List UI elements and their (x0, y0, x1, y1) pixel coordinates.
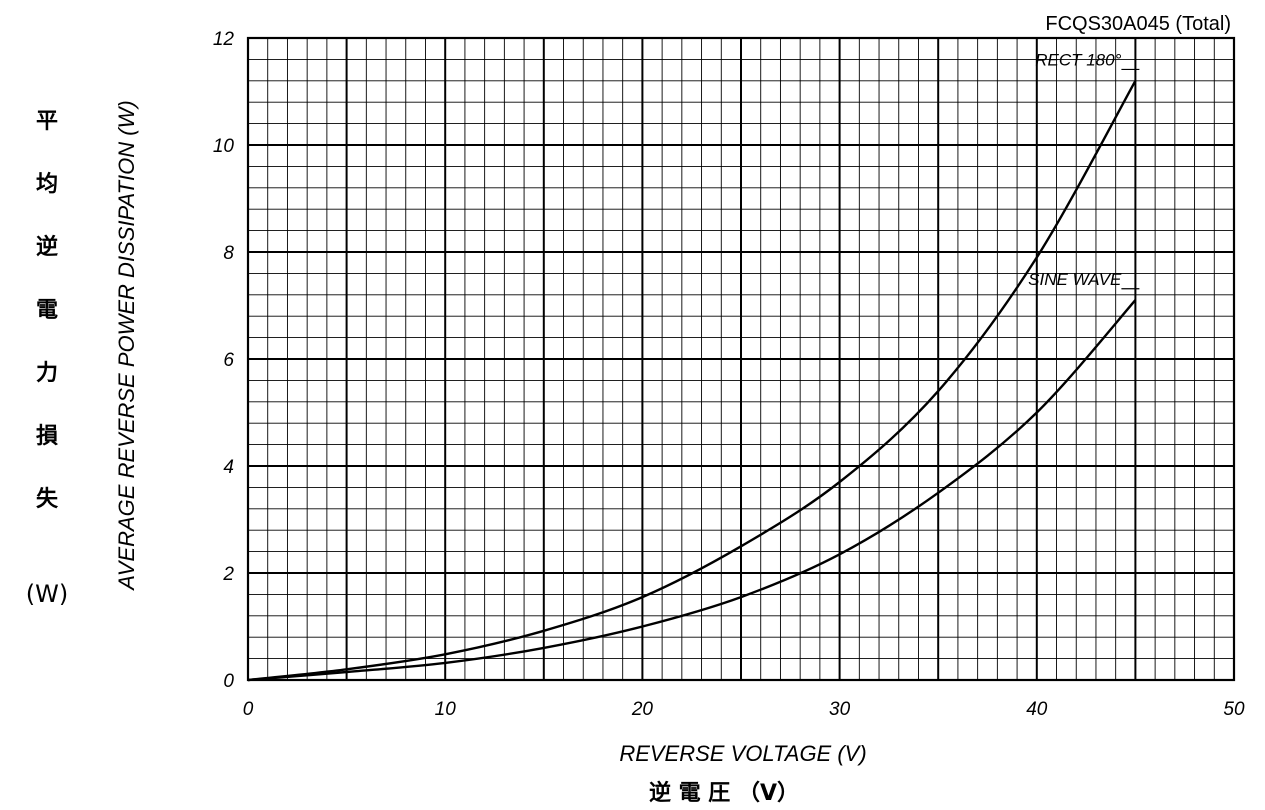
x-tick-label: 0 (243, 699, 254, 720)
series-lines (247, 80, 1137, 682)
y-tick-labels: 0 2 4 6 8 10 12 (213, 29, 235, 692)
y-axis-title-jp-char: 損 (36, 424, 59, 449)
y-axis-title-jp-char: 電 (36, 298, 58, 323)
rect-180-label: RECT 180° (1035, 50, 1121, 69)
plot-frame (246, 36, 1236, 682)
y-axis-title-jp-char: 均 (36, 171, 58, 197)
y-axis-title-jp-char: 失 (36, 487, 59, 512)
rect-180-curve (247, 80, 1137, 682)
sine-wave-curve (247, 299, 1137, 682)
x-tick-label: 40 (1026, 699, 1048, 720)
y-tick-label: 12 (213, 29, 235, 50)
x-tick-label: 20 (631, 699, 654, 720)
y-axis-title-jp-char: 逆 (36, 234, 58, 260)
y-tick-label: 0 (223, 671, 234, 692)
x-axis-title: REVERSE VOLTAGE (V) (619, 741, 866, 766)
y-axis-title-jp-char: 平 (36, 109, 58, 134)
sine-wave-label: SINE WAVE (1028, 270, 1122, 289)
x-tick-label: 50 (1223, 699, 1245, 720)
series-labels: RECT 180° SINE WAVE (1028, 50, 1140, 290)
x-tick-label: 30 (829, 699, 851, 720)
y-tick-label: 8 (223, 243, 234, 264)
x-tick-label: 10 (435, 699, 457, 720)
y-axis-title-jp-char: 力 (36, 361, 58, 386)
y-tick-label: 10 (213, 136, 235, 157)
y-axis-title-jp-unit: (W) (26, 580, 68, 608)
x-axis-title-jp: 逆 電 圧 （V） (649, 780, 799, 806)
y-tick-label: 2 (222, 564, 234, 585)
x-tick-labels: 0 10 20 30 40 50 (243, 699, 1245, 720)
y-tick-label: 4 (223, 457, 234, 478)
y-tick-label: 6 (223, 350, 234, 371)
y-axis-title: AVERAGE REVERSE POWER DISSIPATION (W) (114, 100, 139, 591)
chart-title: FCQS30A045 (Total) (1045, 13, 1231, 35)
